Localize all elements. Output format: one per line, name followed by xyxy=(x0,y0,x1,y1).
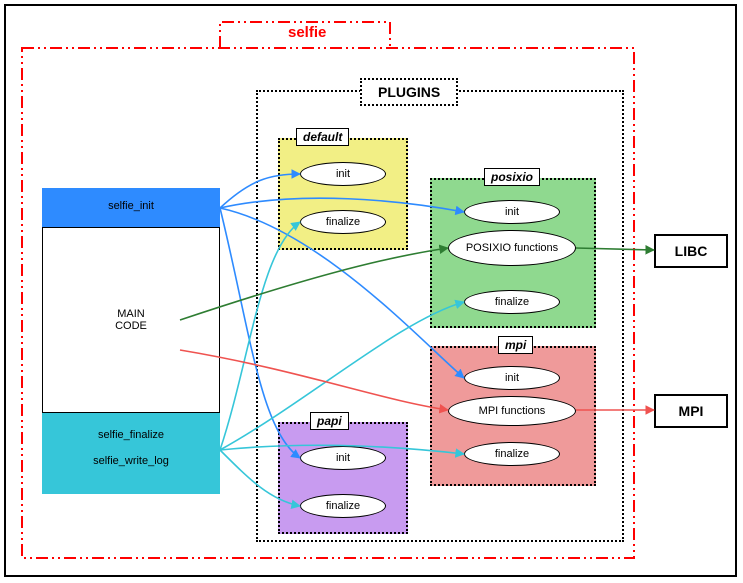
selfie-writelog-label: selfie_write_log xyxy=(42,441,220,467)
selfie-title: selfie xyxy=(280,24,334,41)
main-code-block: MAIN CODE xyxy=(42,228,220,412)
ext-mpi: MPI xyxy=(654,394,728,428)
mpi-funcs: MPI functions xyxy=(448,396,576,426)
posixio-funcs: POSIXIO functions xyxy=(448,230,576,266)
main-label-2: CODE xyxy=(115,320,147,332)
plugin-default-label: default xyxy=(296,128,349,146)
selfie-finalize-label: selfie_finalize xyxy=(42,413,220,441)
main-label-1: MAIN xyxy=(117,308,145,320)
default-finalize: finalize xyxy=(300,210,386,234)
papi-finalize: finalize xyxy=(300,494,386,518)
default-init: init xyxy=(300,162,386,186)
plugin-mpi-label: mpi xyxy=(498,336,533,354)
plugin-posixio-label: posixio xyxy=(484,168,540,186)
papi-init: init xyxy=(300,446,386,470)
mpi-finalize: finalize xyxy=(464,442,560,466)
selfie-init-label: selfie_init xyxy=(42,188,220,212)
posixio-init: init xyxy=(464,200,560,224)
diagram-canvas: selfie PLUGINS selfie_init MAIN CODE sel… xyxy=(0,0,743,583)
plugins-label: PLUGINS xyxy=(360,78,458,106)
selfie-init-band: selfie_init xyxy=(42,188,220,228)
posixio-finalize: finalize xyxy=(464,290,560,314)
ext-libc: LIBC xyxy=(654,234,728,268)
plugin-papi-label: papi xyxy=(310,412,349,430)
selfie-finalize-band: selfie_finalize selfie_write_log xyxy=(42,412,220,494)
mpi-init: init xyxy=(464,366,560,390)
